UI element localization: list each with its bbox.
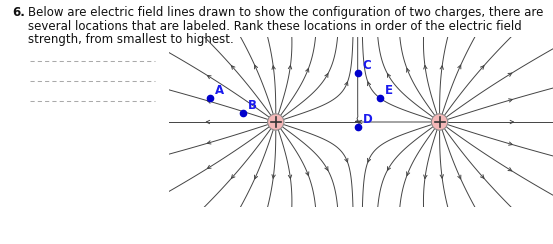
Text: several locations that are labeled. Rank these locations in order of the electri: several locations that are labeled. Rank…: [28, 20, 521, 32]
Text: 6.: 6.: [12, 6, 25, 19]
Text: E: E: [385, 84, 393, 97]
Circle shape: [431, 114, 448, 130]
Text: Below are electric field lines drawn to show the configuration of two charges, t: Below are electric field lines drawn to …: [28, 6, 544, 19]
Text: A: A: [215, 84, 224, 97]
Text: D: D: [363, 113, 373, 126]
Text: B: B: [248, 99, 257, 112]
Text: strength, from smallest to highest.: strength, from smallest to highest.: [28, 33, 234, 46]
Text: C: C: [363, 59, 372, 72]
Circle shape: [268, 114, 284, 130]
